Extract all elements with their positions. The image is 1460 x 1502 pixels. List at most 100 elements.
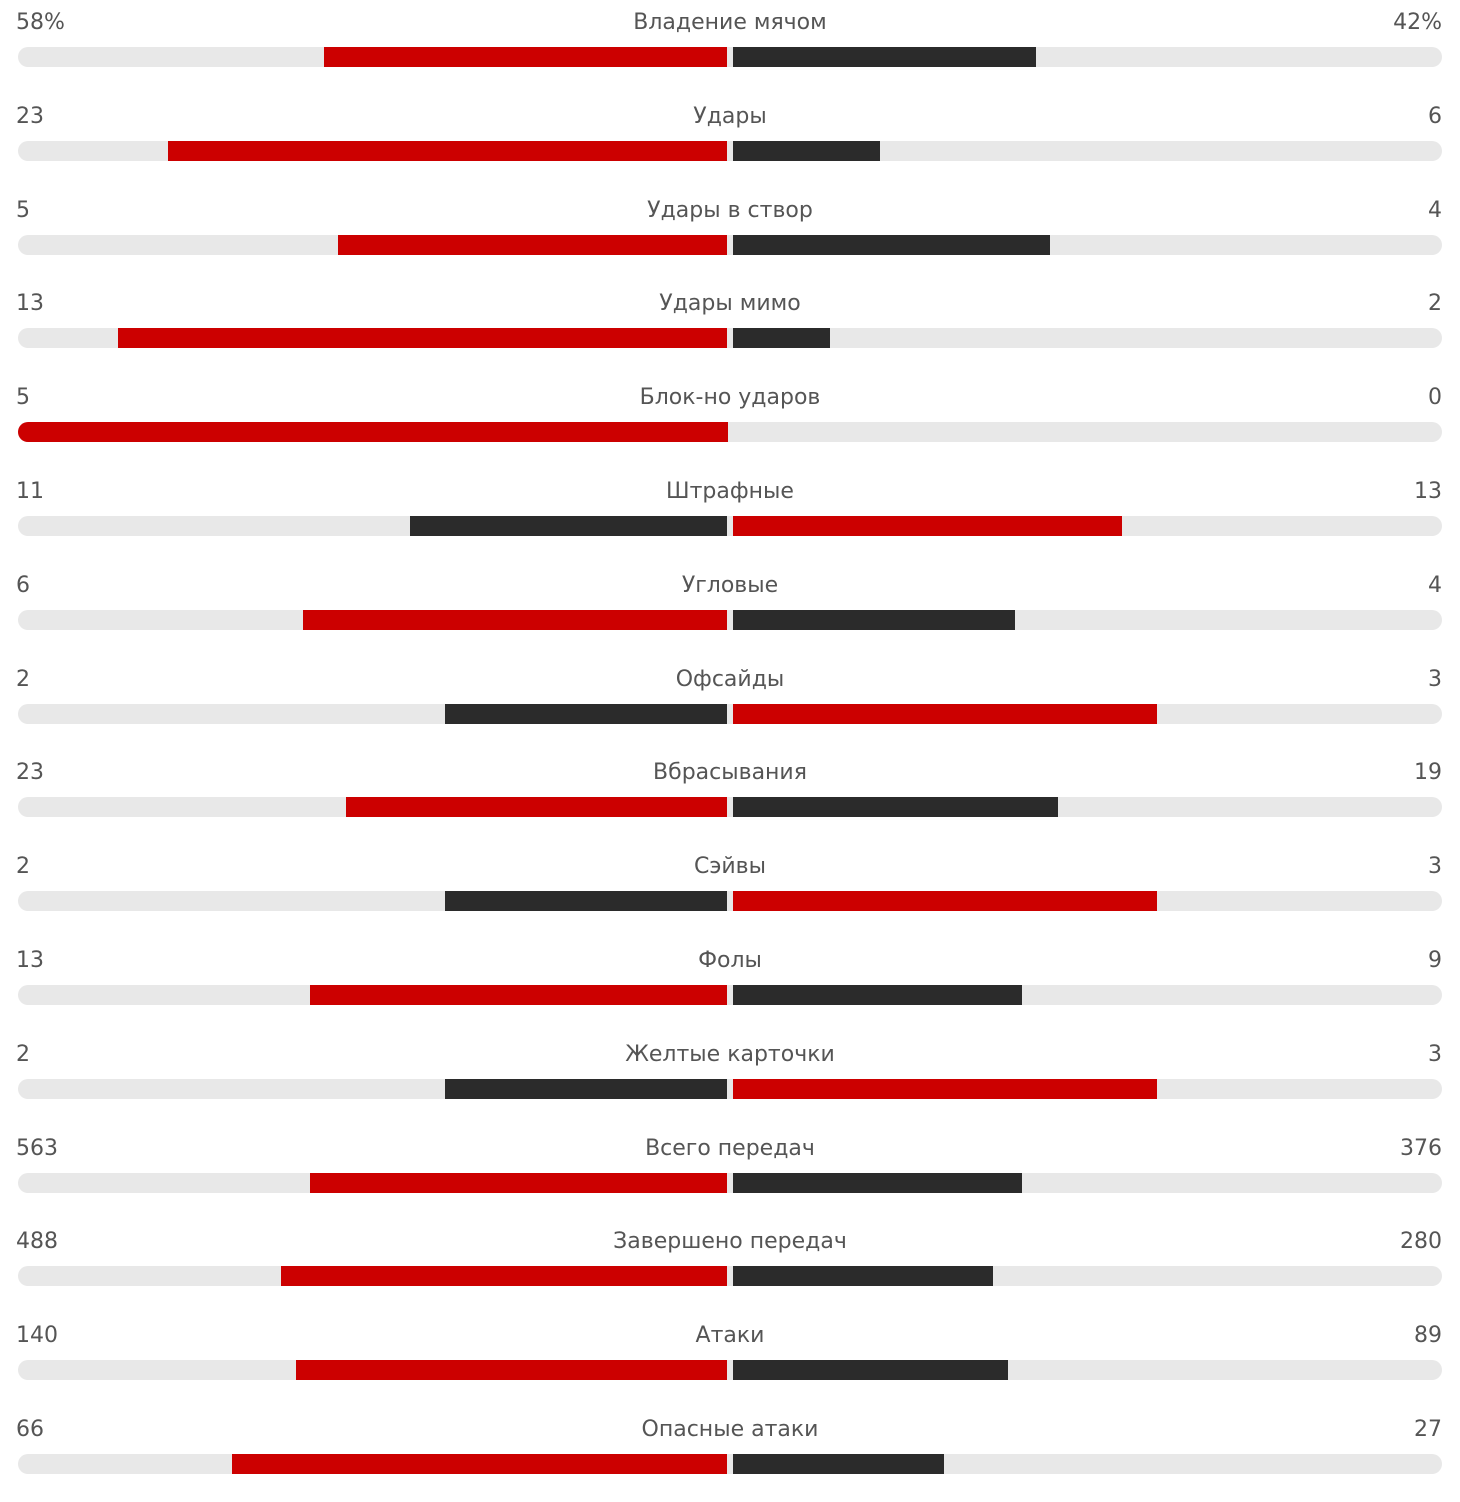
home-value: 23	[16, 103, 44, 129]
stat-label: Опасные атаки	[641, 1417, 819, 1442]
home-bar	[281, 1266, 728, 1287]
stat-track	[18, 1266, 1442, 1287]
home-bar	[409, 516, 728, 536]
away-value: 42%	[1393, 10, 1442, 35]
home-bar	[445, 1078, 728, 1099]
stat-track	[18, 422, 1442, 443]
home-bar	[345, 797, 728, 818]
stat-row: 5 Блок-но ударов 0	[0, 375, 1460, 469]
away-value: 27	[1414, 1417, 1442, 1442]
away-value: 6	[1428, 103, 1442, 129]
stat-track	[18, 1360, 1442, 1381]
stat-track	[18, 1454, 1442, 1474]
stat-row: 2 Сэйвы 3	[0, 844, 1460, 938]
away-value: 376	[1400, 1135, 1442, 1161]
stat-label: Удары мимо	[659, 291, 801, 317]
stat-row: 13 Фолы 9	[0, 938, 1460, 1032]
home-bar	[309, 1172, 728, 1193]
home-bar	[445, 703, 728, 724]
away-bar	[732, 516, 1122, 536]
stat-track	[18, 1078, 1442, 1099]
away-bar	[732, 234, 1051, 255]
away-value: 3	[1428, 1041, 1442, 1067]
home-value: 13	[16, 948, 44, 973]
away-value: 3	[1428, 854, 1442, 880]
home-value: 5	[16, 385, 30, 411]
stat-label: Удары в створ	[647, 197, 813, 223]
away-value: 13	[1414, 479, 1442, 504]
stat-row: 58% Владение мячом 42%	[0, 0, 1460, 94]
away-bar	[732, 1360, 1008, 1381]
stat-label: Завершено передач	[613, 1229, 847, 1255]
home-bar	[338, 234, 728, 255]
stat-label: Атаки	[695, 1323, 765, 1349]
away-value: 0	[1428, 385, 1442, 411]
home-bar	[324, 47, 728, 67]
home-bar	[309, 985, 728, 1005]
stat-row: 2 Желтые карточки 3	[0, 1032, 1460, 1126]
home-value: 5	[16, 197, 30, 223]
away-bar	[732, 703, 1158, 724]
away-value: 19	[1414, 760, 1442, 786]
stat-label: Сэйвы	[693, 854, 767, 880]
home-value: 2	[16, 666, 30, 692]
away-value: 89	[1414, 1323, 1442, 1349]
home-bar	[302, 609, 728, 630]
stat-label: Удары	[693, 103, 767, 129]
stat-track	[18, 985, 1442, 1005]
away-bar	[732, 328, 830, 349]
stat-label: Штрафные	[666, 479, 794, 504]
home-bar	[295, 1360, 728, 1381]
stat-label: Угловые	[681, 572, 779, 598]
stat-label: Фолы	[698, 948, 762, 973]
stat-row: 23 Вбрасывания 19	[0, 750, 1460, 844]
home-value: 6	[16, 572, 30, 598]
stat-row: 13 Удары мимо 2	[0, 281, 1460, 375]
home-value: 2	[16, 1041, 30, 1067]
home-value: 58%	[16, 10, 65, 35]
away-value: 3	[1428, 666, 1442, 692]
stat-row: 11 Штрафные 13	[0, 469, 1460, 563]
stat-track	[18, 703, 1442, 724]
stat-track	[18, 328, 1442, 349]
stat-track	[18, 891, 1442, 912]
stat-track	[18, 1172, 1442, 1193]
stat-label: Владение мячом	[633, 10, 827, 35]
home-value: 23	[16, 760, 44, 786]
away-bar	[732, 609, 1015, 630]
stat-track	[18, 47, 1442, 67]
away-bar	[732, 47, 1037, 67]
stat-row: 5 Удары в створ 4	[0, 188, 1460, 282]
stat-track	[18, 140, 1442, 161]
stat-label: Вбрасывания	[653, 760, 807, 786]
home-value: 66	[16, 1417, 44, 1442]
stat-track	[18, 797, 1442, 818]
home-bar	[231, 1454, 728, 1474]
stat-track	[18, 609, 1442, 630]
away-bar	[732, 1266, 994, 1287]
away-value: 9	[1428, 948, 1442, 973]
away-bar	[732, 797, 1058, 818]
stat-label: Всего передач	[645, 1135, 815, 1161]
away-value: 4	[1428, 572, 1442, 598]
stat-label: Блок-но ударов	[639, 385, 821, 411]
home-value: 563	[16, 1135, 58, 1161]
away-value: 2	[1428, 291, 1442, 317]
home-bar	[117, 328, 728, 349]
home-bar	[167, 140, 728, 161]
away-bar	[732, 1078, 1158, 1099]
home-value: 140	[16, 1323, 58, 1349]
home-bar	[18, 422, 728, 443]
away-bar	[732, 140, 880, 161]
away-bar	[732, 985, 1022, 1005]
stat-row: 488 Завершено передач 280	[0, 1219, 1460, 1313]
stat-row: 563 Всего передач 376	[0, 1126, 1460, 1220]
away-bar	[732, 1454, 944, 1474]
stat-row: 23 Удары 6	[0, 94, 1460, 188]
stat-track	[18, 234, 1442, 255]
home-value: 13	[16, 291, 44, 317]
home-value: 488	[16, 1229, 58, 1255]
home-value: 11	[16, 479, 44, 504]
away-bar	[732, 1172, 1022, 1193]
